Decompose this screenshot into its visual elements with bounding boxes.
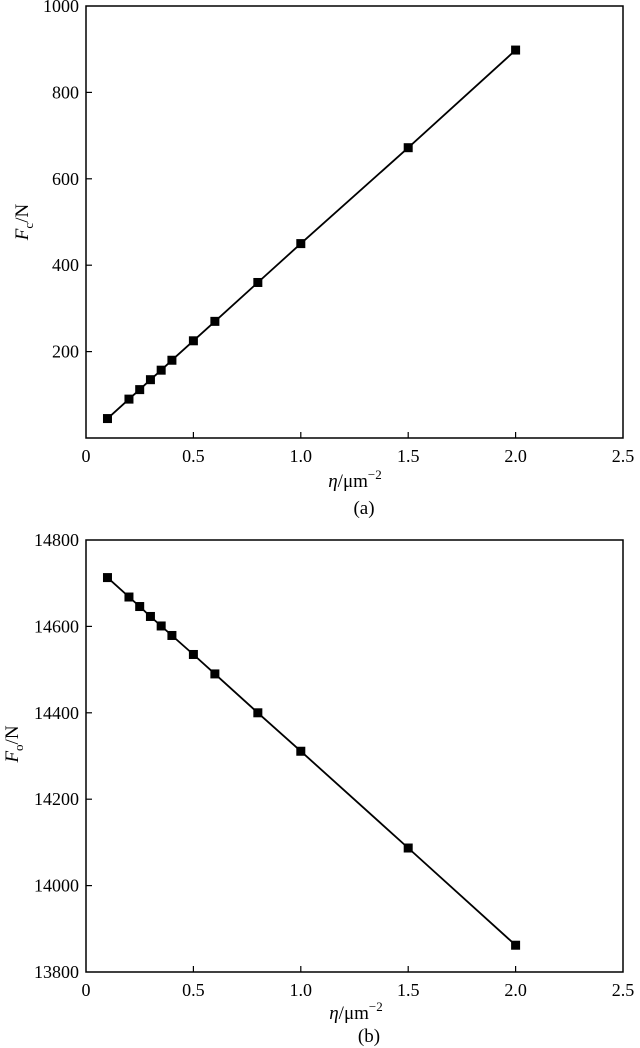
chart-a-data-point <box>403 143 413 153</box>
chart-b-x-tick-label: 2.5 <box>612 980 635 1000</box>
chart-b-data-point <box>124 592 134 602</box>
chart-b-data-point <box>135 602 145 612</box>
chart-a-x-axis-label-main: η <box>328 471 337 492</box>
chart-b-data-point <box>210 669 220 679</box>
chart-b-y-axis-label: Fo/N <box>2 725 26 763</box>
chart-a-y-tick-label: 200 <box>52 342 79 362</box>
chart-a-x-axis-label: η/μm−2 <box>328 467 382 492</box>
chart-a-x-tick-label: 1.0 <box>290 446 313 466</box>
chart-a-y-axis-label: Fc/N <box>12 204 36 242</box>
chart-a-data-point <box>188 336 198 346</box>
chart-b-y-tick-label: 14800 <box>34 530 79 550</box>
chart-a-data-point <box>210 316 220 326</box>
chart-a-data-point <box>135 385 145 395</box>
chart-b-x-ticks: 0 0.5 1.0 1.5 2.0 2.5 <box>82 966 635 1000</box>
chart-a: 0 0.5 1.0 1.5 2.0 2.5 200 400 600 800 1000 Fc/N η… <box>12 0 634 519</box>
chart-b-data-point <box>156 621 166 631</box>
chart-a-x-tick-label: 1.5 <box>397 446 420 466</box>
chart-b-y-axis-label-main: F <box>2 751 23 764</box>
chart-b-data-point <box>511 940 521 950</box>
chart-b-x-axis-label: η/μm−2 <box>329 999 383 1024</box>
chart-a-y-tick-label: 400 <box>52 255 79 275</box>
chart-b-y-ticks: 13800 14000 14200 14400 14600 14800 <box>34 530 92 982</box>
chart-b-data-point <box>188 649 198 659</box>
chart-b-frame <box>85 539 624 973</box>
chart-b-caption: (b) <box>358 1026 380 1047</box>
chart-a-y-ticks: 200 400 600 800 1000 <box>43 0 92 362</box>
chart-a-caption: (a) <box>353 498 374 519</box>
chart-b-data-point <box>403 843 413 853</box>
chart-a-y-axis-label-unit: /N <box>12 204 33 223</box>
chart-b-y-tick-label: 14600 <box>34 616 79 636</box>
chart-b-y-tick-label: 14400 <box>34 703 79 723</box>
chart-a-y-tick-label: 600 <box>52 169 79 189</box>
chart-b-data-point <box>102 573 112 583</box>
chart-b-data-point <box>296 746 306 756</box>
chart-b-x-axis-label-unit: /μm <box>339 1003 369 1024</box>
chart-b-y-tick-label: 13800 <box>34 962 79 982</box>
chart-a-frame <box>85 5 624 439</box>
chart-b-x-tick-label: 1.0 <box>290 980 313 1000</box>
chart-a-x-tick-label: 0.5 <box>182 446 205 466</box>
chart-b-y-tick-label: 14000 <box>34 876 79 896</box>
chart-a-x-tick-label: 2.5 <box>612 446 635 466</box>
chart-a-x-ticks: 0 0.5 1.0 1.5 2.0 2.5 <box>82 432 635 466</box>
chart-a-x-tick-label: 2.0 <box>504 446 527 466</box>
chart-a-data-point <box>156 365 166 375</box>
chart-a-data-point <box>124 394 134 404</box>
chart-a-y-axis-label-main: F <box>12 228 33 241</box>
chart-b-y-axis-label-unit: /N <box>2 725 23 744</box>
chart-b-x-tick-label: 2.0 <box>504 980 527 1000</box>
chart-a-data-point <box>253 277 263 287</box>
chart-a-y-axis-label-sub: c <box>21 223 36 229</box>
chart-b-series <box>102 573 521 950</box>
chart-b-x-tick-label: 1.5 <box>397 980 420 1000</box>
chart-b-data-point <box>253 708 263 718</box>
chart-a-series <box>102 45 521 424</box>
chart-b-data-point <box>145 611 155 621</box>
chart-a-x-axis-label-unit: /μm <box>338 471 368 492</box>
chart-b-x-axis-label-main: η <box>329 1003 338 1024</box>
chart-b-x-tick-label: 0 <box>82 980 91 1000</box>
chart-b-y-tick-label: 14200 <box>34 789 79 809</box>
chart-b: 0 0.5 1.0 1.5 2.0 2.5 13800 14000 14200 14400 146… <box>2 530 634 1047</box>
chart-a-x-tick-label: 0 <box>82 446 91 466</box>
chart-a-data-point <box>102 414 112 424</box>
chart-a-y-tick-label: 1000 <box>43 0 79 16</box>
chart-b-y-axis-label-sub: o <box>11 744 26 751</box>
chart-a-data-point <box>167 355 177 365</box>
chart-b-x-tick-label: 0.5 <box>182 980 205 1000</box>
chart-a-data-point <box>511 45 521 55</box>
chart-b-x-axis-label-sup: −2 <box>369 999 383 1014</box>
chart-b-data-point <box>167 630 177 640</box>
chart-a-data-point <box>296 239 306 249</box>
chart-a-x-axis-label-sup: −2 <box>368 467 382 482</box>
chart-a-data-point <box>145 375 155 385</box>
chart-a-y-tick-label: 800 <box>52 82 79 102</box>
